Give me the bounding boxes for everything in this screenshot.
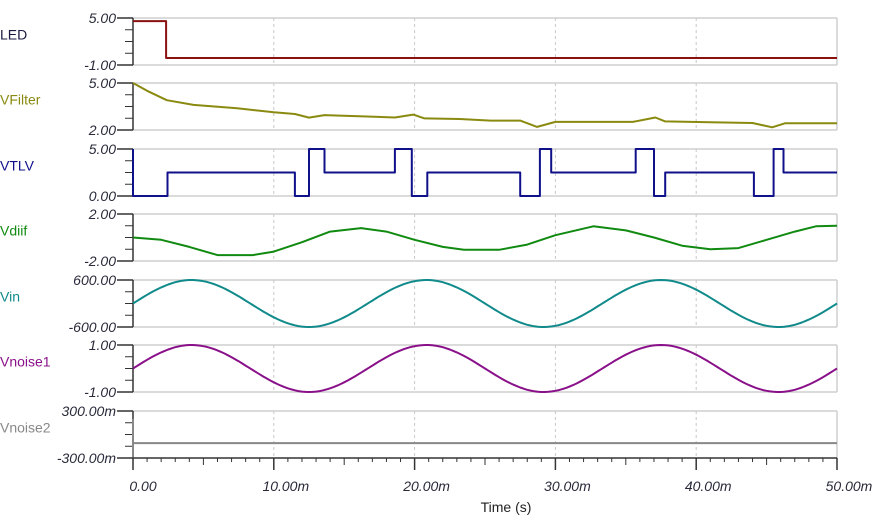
series-line-vnoise2 (132, 418, 837, 458)
signal-label-vin: Vin (0, 289, 20, 305)
y-tick-label: 0.00 (89, 188, 116, 204)
y-tick-label: 300.00m (62, 403, 117, 419)
signal-label-vnoise1: Vnoise1 (0, 354, 51, 370)
x-tick-label: 50.00m (826, 478, 873, 494)
series-line-vnoise1 (132, 344, 838, 393)
y-tick-label: 5.00 (89, 75, 116, 91)
series-line-vfilter (132, 82, 837, 129)
series-line-vin (132, 279, 838, 328)
y-tick-label: 600.00 (73, 272, 116, 288)
x-axis-label: Time (s) (481, 499, 532, 515)
x-tick-label: 30.00m (544, 478, 591, 494)
y-tick-label: 1.00 (89, 337, 116, 353)
panel-vin: 600.00 -600.00 Vin (0, 272, 838, 335)
signal-label-vnoise2: Vnoise2 (0, 420, 51, 436)
y-tick-label: -1.00 (84, 57, 116, 73)
y-tick-label: 5.00 (89, 141, 116, 157)
panel-led: 5.00 -1.00 LED (0, 10, 838, 73)
panel-vnoise2: 300.00m -300.00m Vnoise2 (0, 403, 838, 466)
series-line-vtlv (132, 148, 837, 197)
y-tick-label: 2.00 (88, 206, 116, 222)
panel-vtlv: 5.00 0.00 VTLV (0, 141, 838, 204)
series-line-led (133, 20, 837, 59)
signal-label-vtlv: VTLV (0, 158, 35, 174)
signal-label-vfilter: VFilter (0, 92, 41, 108)
x-tick-label: 10.00m (262, 478, 309, 494)
y-tick-label: -600.00 (69, 319, 117, 335)
signal-label-vdiif: Vdiif (0, 223, 27, 239)
panel-vdiif: 2.00 -2.00 Vdiif (0, 206, 838, 269)
y-tick-label: -2.00 (84, 253, 116, 269)
y-tick-label: -300.00m (57, 450, 116, 466)
panel-vnoise1: 1.00 -1.00 Vnoise1 (0, 337, 838, 400)
x-tick-label: 20.00m (402, 478, 450, 494)
x-tick-label: 40.00m (685, 478, 732, 494)
y-tick-label: 5.00 (89, 10, 116, 26)
panel-vfilter: 5.00 2.00 VFilter (0, 75, 838, 138)
x-tick-label: 0.00 (129, 478, 156, 494)
series-line-vdiif (132, 224, 838, 257)
y-tick-label: 2.00 (88, 122, 116, 138)
y-tick-label: -1.00 (84, 384, 116, 400)
signal-label-led: LED (0, 27, 27, 43)
